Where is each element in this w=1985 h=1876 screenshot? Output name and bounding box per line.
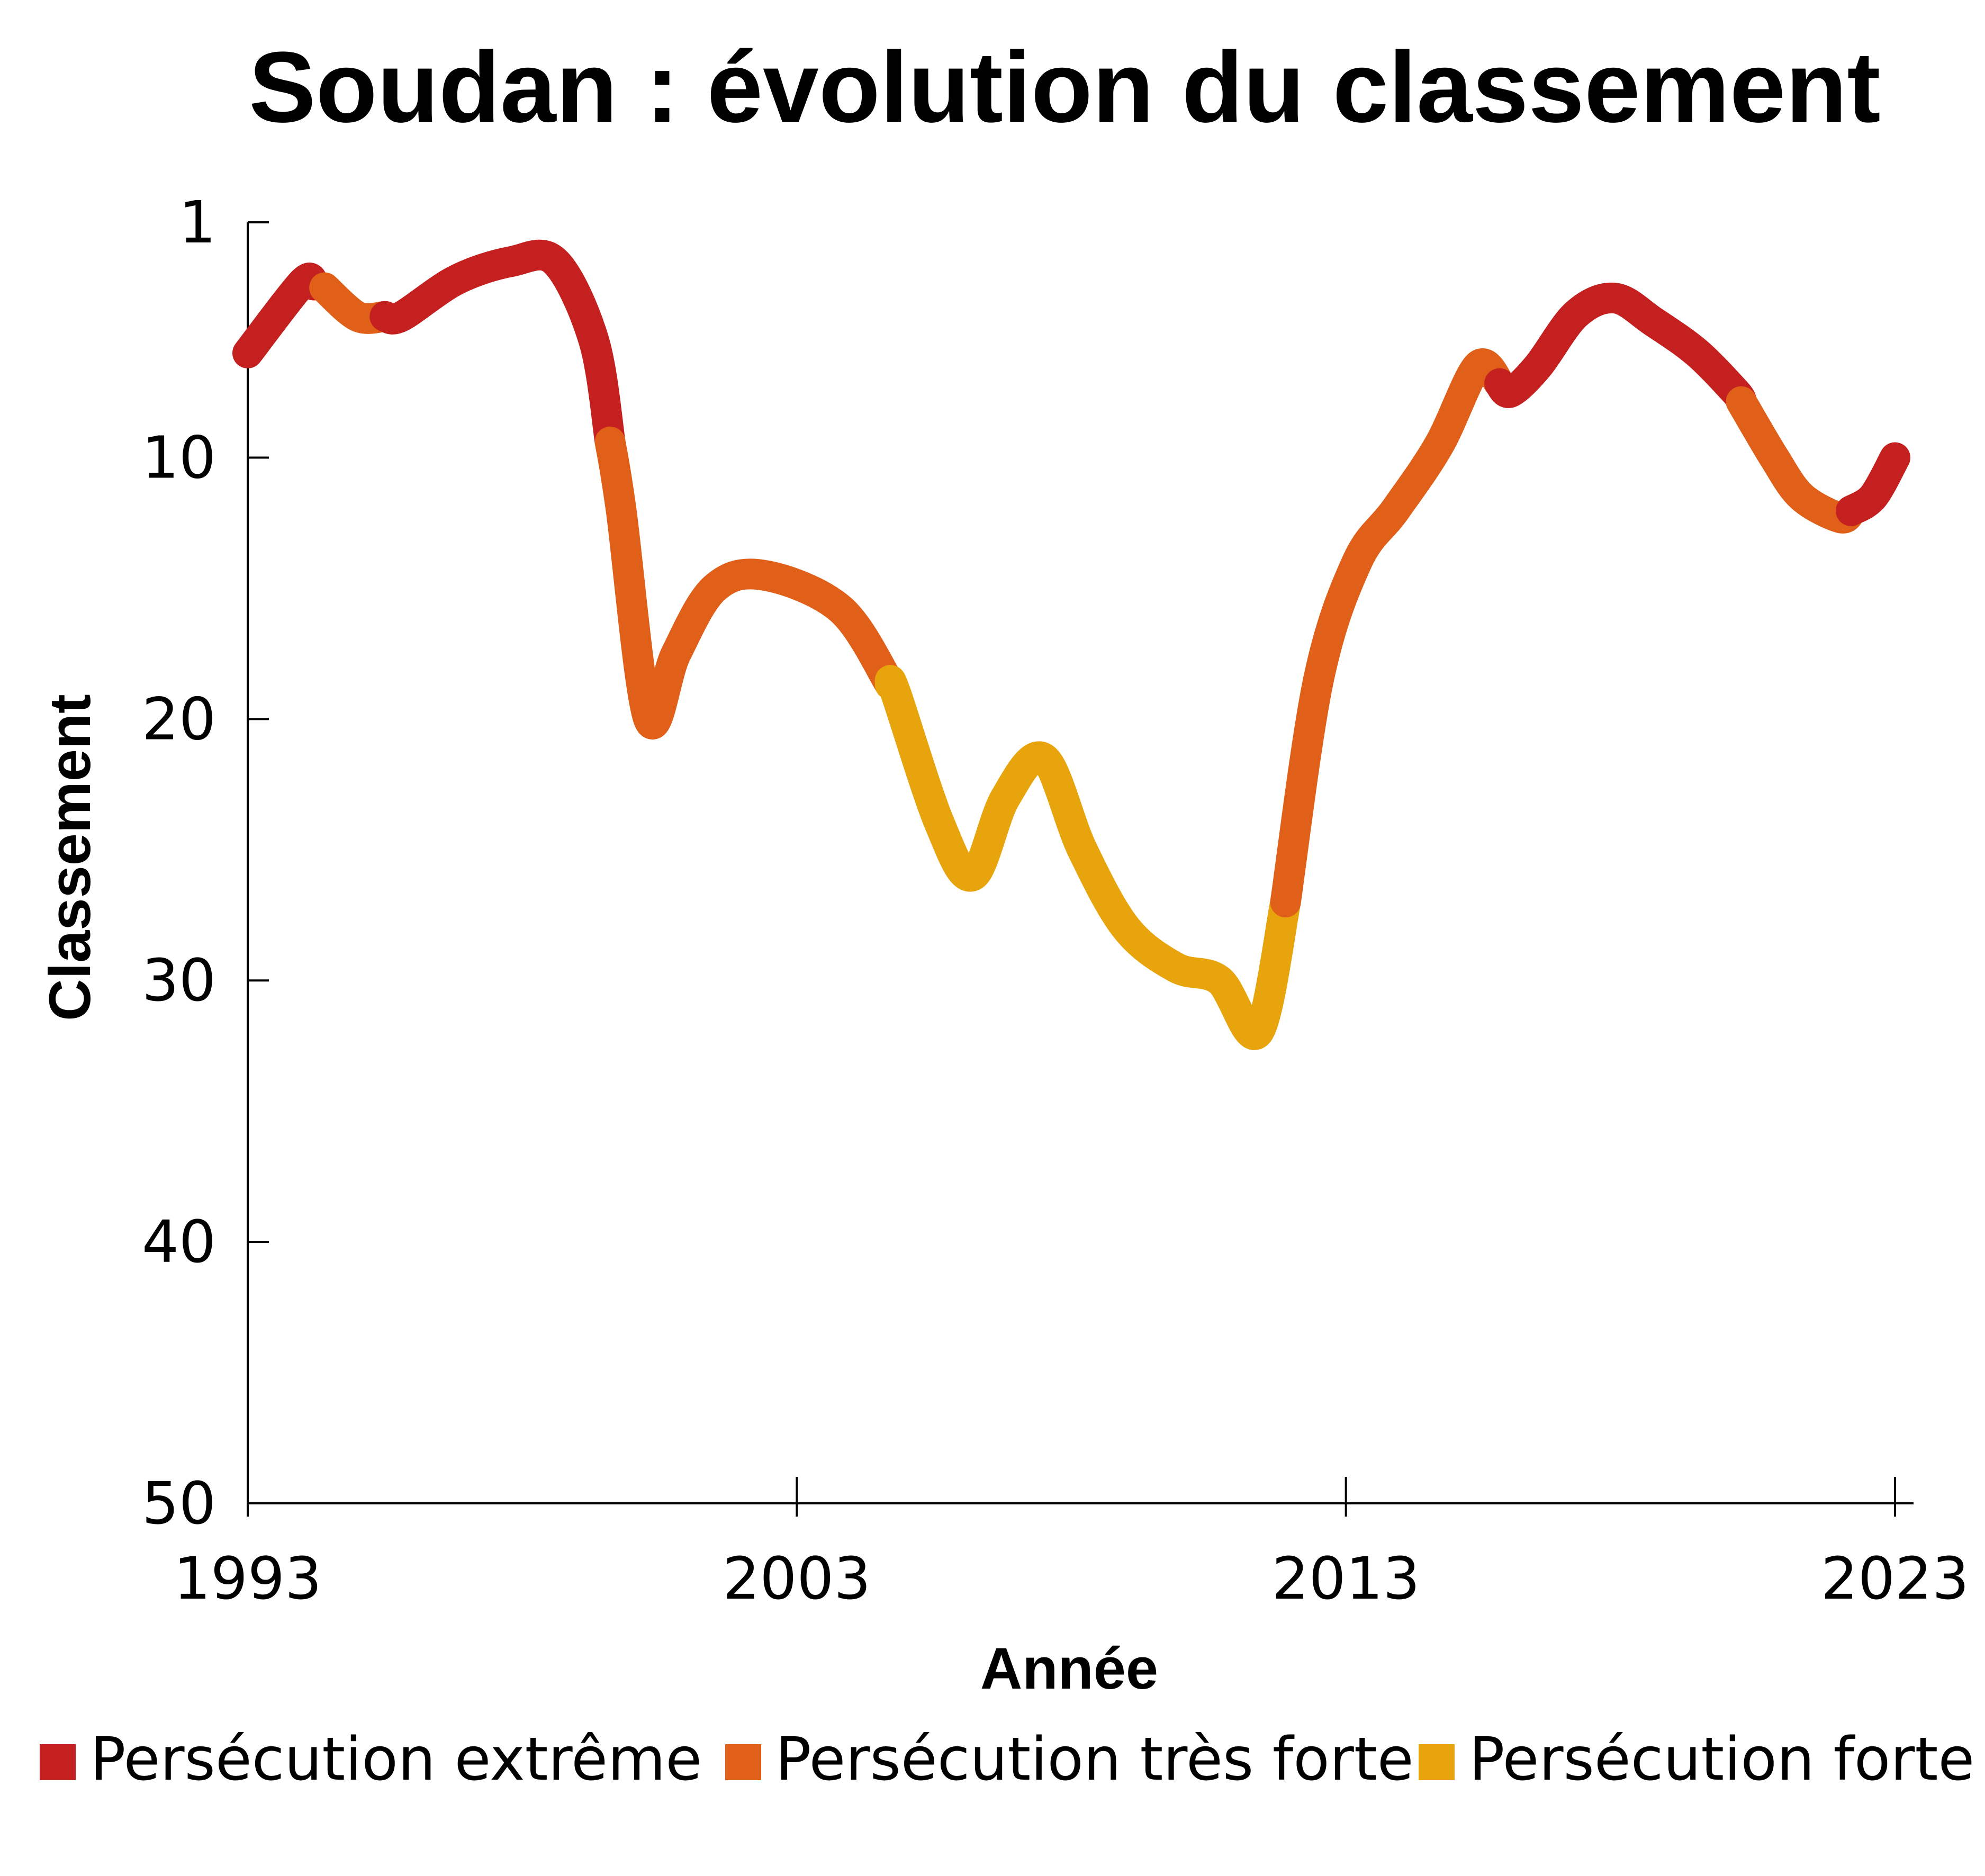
axes: 1 10 20 30 40 50 1993 2003 2013 2023: [142, 188, 1969, 1612]
series-line-segment: [1270, 348, 1515, 918]
legend-swatch: [725, 1744, 761, 1780]
legend-label: Persécution forte: [1469, 1725, 1974, 1794]
plot-lines: [232, 239, 1910, 1050]
series-line-segment: [874, 665, 1301, 1050]
series-line-segment: [369, 239, 626, 457]
series-line-segment: [594, 426, 906, 739]
y-tick-label: 30: [142, 946, 216, 1014]
chart-title: Soudan : évolution du classement: [249, 31, 1881, 143]
legend: Persécution extrême Persécution très fort…: [40, 1725, 1974, 1794]
legend-swatch: [1419, 1744, 1455, 1780]
series-line-segment: [1726, 386, 1866, 534]
series-line-segment: [1484, 282, 1757, 417]
legend-label: Persécution extrême: [90, 1725, 702, 1794]
y-axis-title: Classement: [38, 694, 103, 1021]
x-tick-label: 2023: [1821, 1545, 1969, 1612]
y-tick-label: 1: [179, 188, 216, 256]
x-axis-title: Année: [980, 1636, 1158, 1701]
x-tick-label: 1993: [174, 1545, 322, 1612]
legend-swatch: [40, 1744, 76, 1780]
series-line-segment: [232, 263, 329, 368]
y-tick-label: 40: [142, 1208, 216, 1276]
y-tick-label: 20: [142, 685, 216, 753]
x-tick-label: 2013: [1272, 1545, 1420, 1612]
series-line-segment: [1836, 442, 1910, 526]
x-tick-label: 2003: [723, 1545, 871, 1612]
y-tick-label: 50: [142, 1469, 216, 1537]
y-tick-label: 10: [142, 423, 216, 491]
legend-label: Persécution très forte: [775, 1725, 1414, 1794]
